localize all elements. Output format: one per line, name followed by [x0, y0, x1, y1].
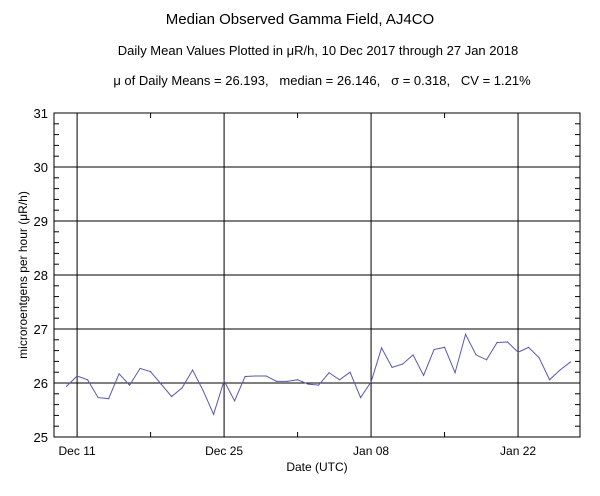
data-point: [433, 348, 435, 351]
data-point: [517, 351, 519, 353]
data-point: [139, 367, 141, 370]
data-point: [380, 347, 383, 349]
data-point: [128, 384, 131, 386]
data-point: [454, 372, 456, 374]
chart-subtitle: Daily Mean Values Plotted in μR/h, 10 De…: [118, 43, 518, 58]
data-point: [244, 375, 246, 378]
y-tick-label: 27: [34, 322, 48, 337]
data-point: [412, 354, 414, 356]
data-point: [328, 372, 330, 374]
data-point: [464, 333, 467, 335]
data-point: [391, 366, 393, 368]
data-point: [559, 369, 561, 371]
data-point: [97, 396, 99, 399]
y-tick-label: 29: [34, 214, 48, 229]
y-tick-label: 26: [34, 376, 48, 391]
data-point: [212, 413, 215, 415]
x-tick-label: Dec 25: [205, 444, 243, 458]
chart-stats: μ of Daily Means = 26.193, median = 26.1…: [113, 73, 531, 88]
data-point: [538, 357, 540, 359]
x-axis-label: Date (UTC): [286, 460, 347, 474]
data-point: [233, 400, 236, 402]
data-point: [349, 371, 351, 373]
data-point: [548, 379, 551, 381]
data-point: [296, 379, 299, 381]
data-point: [443, 346, 446, 348]
data-point: [170, 395, 173, 398]
data-point: [265, 375, 267, 377]
data-point: [422, 374, 425, 377]
data-point: [107, 398, 110, 400]
data-point: [223, 380, 225, 382]
y-tick-label: 28: [34, 268, 48, 283]
data-point: [338, 379, 341, 381]
series-line-daily-mean: [66, 333, 571, 416]
x-tick-label: Jan 08: [353, 444, 389, 458]
series-points: [65, 333, 572, 415]
x-tick-label: Dec 11: [59, 444, 96, 458]
data-point: [181, 387, 183, 389]
x-tick-label: Jan 22: [500, 444, 536, 458]
data-point: [149, 371, 152, 373]
data-point: [359, 396, 362, 399]
data-point: [76, 375, 78, 377]
data-point: [160, 383, 162, 385]
data-point: [86, 379, 89, 381]
y-axis-label: microroentgens per hour (μR/h): [16, 191, 30, 359]
data-point: [191, 369, 194, 371]
data-point: [496, 341, 498, 344]
y-tick-label: 31: [34, 106, 48, 121]
y-axis: 25 26 27 28 29 30 31: [34, 106, 580, 445]
data-point: [527, 346, 530, 348]
grid: [54, 112, 580, 438]
data-point: [118, 373, 120, 375]
data-point: [65, 385, 68, 387]
data-point: [506, 341, 509, 343]
data-point: [485, 359, 488, 361]
data-point: [370, 381, 372, 383]
data-point: [202, 389, 204, 392]
data-point: [475, 354, 477, 356]
data-point: [401, 363, 404, 365]
y-tick-label: 30: [34, 160, 48, 175]
plot-frame: [53, 112, 581, 438]
data-point: [254, 375, 257, 377]
data-point: [569, 361, 572, 363]
data-point: [286, 380, 288, 382]
chart-title: Median Observed Gamma Field, AJ4CO: [166, 11, 434, 28]
y-tick-label: 25: [34, 430, 48, 445]
x-axis: Dec 11 Dec 25 Jan 08 Jan 22: [59, 113, 536, 458]
data-point: [275, 380, 278, 382]
data-point: [317, 384, 320, 386]
data-point: [307, 383, 309, 385]
